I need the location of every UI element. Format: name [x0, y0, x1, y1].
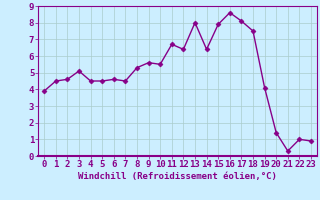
- X-axis label: Windchill (Refroidissement éolien,°C): Windchill (Refroidissement éolien,°C): [78, 172, 277, 181]
